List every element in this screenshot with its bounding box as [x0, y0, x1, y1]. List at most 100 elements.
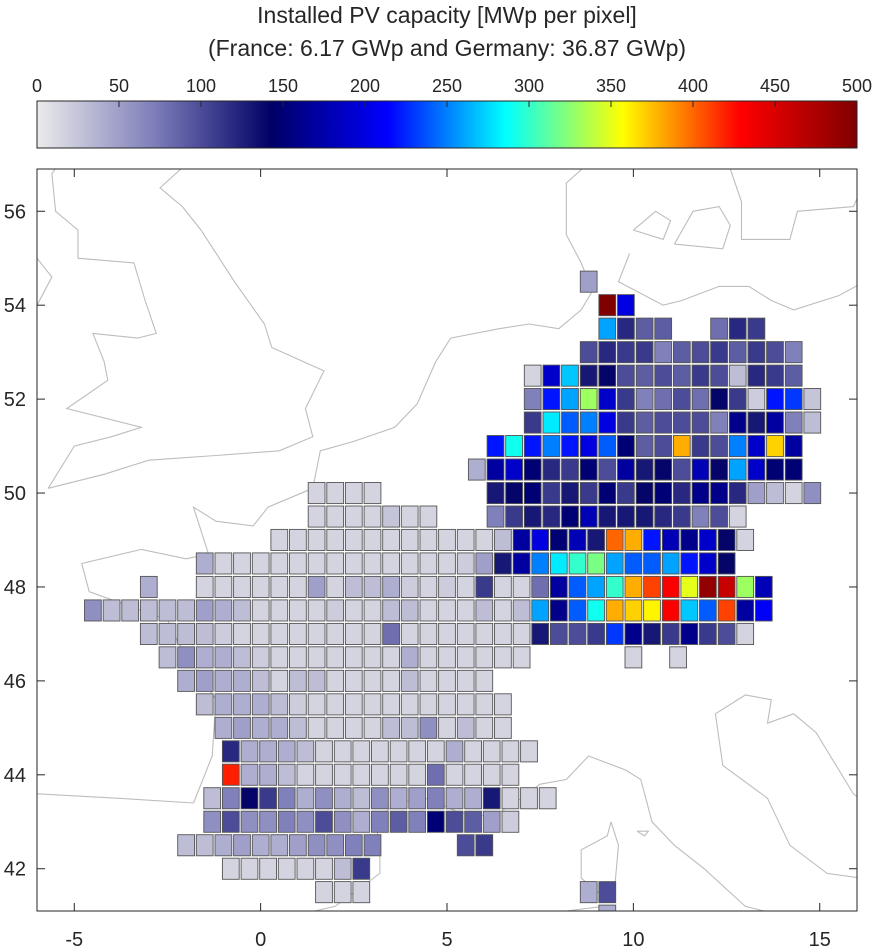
pv-cell [344, 505, 363, 528]
pv-cell [654, 505, 673, 528]
pv-cell [277, 763, 296, 786]
pv-cell [475, 622, 494, 645]
pv-cell [728, 458, 747, 481]
pv-cell [158, 646, 177, 669]
pv-cell [419, 646, 438, 669]
pv-cell [289, 716, 307, 739]
pv-cell [240, 810, 259, 833]
pv-cell [482, 787, 501, 810]
pv-cell [177, 646, 195, 669]
pv-cell [344, 646, 363, 669]
pv-cell [270, 599, 289, 622]
pv-cell [326, 716, 345, 739]
pv-cell [475, 599, 494, 622]
pv-cell [587, 599, 605, 622]
pv-cell [617, 482, 635, 505]
pv-cell [747, 341, 766, 364]
pv-cell [523, 364, 542, 387]
pv-cell [270, 716, 289, 739]
pv-cell [672, 435, 691, 458]
pv-cell [307, 622, 326, 645]
pv-cell [512, 528, 531, 551]
pv-cell [717, 528, 736, 551]
pv-cell [315, 810, 333, 833]
pv-cell [680, 575, 699, 598]
pv-cell [352, 763, 371, 786]
pv-cell [494, 716, 512, 739]
pv-cell [803, 388, 822, 411]
pv-cell [307, 482, 326, 505]
pv-cell [635, 482, 654, 505]
pv-cell [326, 669, 345, 692]
pv-cell [344, 528, 363, 551]
coastline [633, 210, 672, 241]
pv-cell [747, 388, 766, 411]
pv-cell [214, 834, 233, 857]
pv-cell [456, 716, 475, 739]
pv-cell [617, 364, 635, 387]
pv-cell [635, 435, 654, 458]
pv-cell [475, 693, 494, 716]
pv-cell [233, 669, 251, 692]
pv-cell [363, 622, 382, 645]
pv-cell [289, 693, 307, 716]
pv-cell [494, 528, 512, 551]
pv-cell [598, 904, 617, 911]
pv-cell [289, 528, 307, 551]
pv-cell [277, 810, 296, 833]
pv-cell [400, 599, 419, 622]
pv-cell [598, 458, 617, 481]
pv-cell [728, 505, 747, 528]
y-tick-label: 56 [4, 201, 26, 223]
pv-cell [654, 364, 673, 387]
pv-cell [736, 622, 755, 645]
pv-cell [635, 411, 654, 434]
x-tick-label: 15 [809, 929, 831, 947]
coastline [714, 713, 857, 879]
pv-cell [233, 599, 251, 622]
pv-cell [624, 646, 643, 669]
x-tick-label: 5 [441, 929, 452, 947]
pv-cell [296, 763, 315, 786]
pv-cell [214, 599, 233, 622]
pv-cell [296, 740, 315, 763]
pv-cell [315, 881, 333, 904]
pv-cell [363, 482, 382, 505]
pv-cell [382, 716, 400, 739]
pv-cell [363, 599, 382, 622]
pv-cell [233, 575, 251, 598]
pv-cell [766, 458, 784, 481]
pv-cell [598, 435, 617, 458]
colorbar-tick-label: 500 [842, 76, 872, 96]
pv-cell [598, 411, 617, 434]
pv-cell [289, 599, 307, 622]
pv-cell [598, 341, 617, 364]
pv-cell [438, 622, 456, 645]
pv-cell [680, 599, 699, 622]
pv-cell [408, 740, 427, 763]
pv-cell [747, 435, 766, 458]
pv-cell [382, 599, 400, 622]
pv-cell [464, 740, 482, 763]
pv-cell [579, 411, 598, 434]
pv-cell [456, 669, 475, 692]
pv-cell [501, 787, 520, 810]
pv-cell [289, 575, 307, 598]
pv-cell [654, 317, 673, 340]
pv-cell [270, 622, 289, 645]
pv-cell [549, 599, 568, 622]
pv-cell [523, 388, 542, 411]
pv-cell [542, 482, 561, 505]
pv-cell [233, 834, 251, 857]
pv-cell [784, 341, 803, 364]
pv-cell [233, 716, 251, 739]
pv-cell [270, 693, 289, 716]
pv-cell [389, 787, 408, 810]
pv-cell [672, 341, 691, 364]
pv-cell [445, 763, 464, 786]
pv-cell [296, 857, 315, 880]
pv-cell [251, 716, 270, 739]
pv-cell [561, 364, 579, 387]
colorbar-tick-label: 0 [32, 76, 42, 96]
map-content [37, 169, 857, 911]
